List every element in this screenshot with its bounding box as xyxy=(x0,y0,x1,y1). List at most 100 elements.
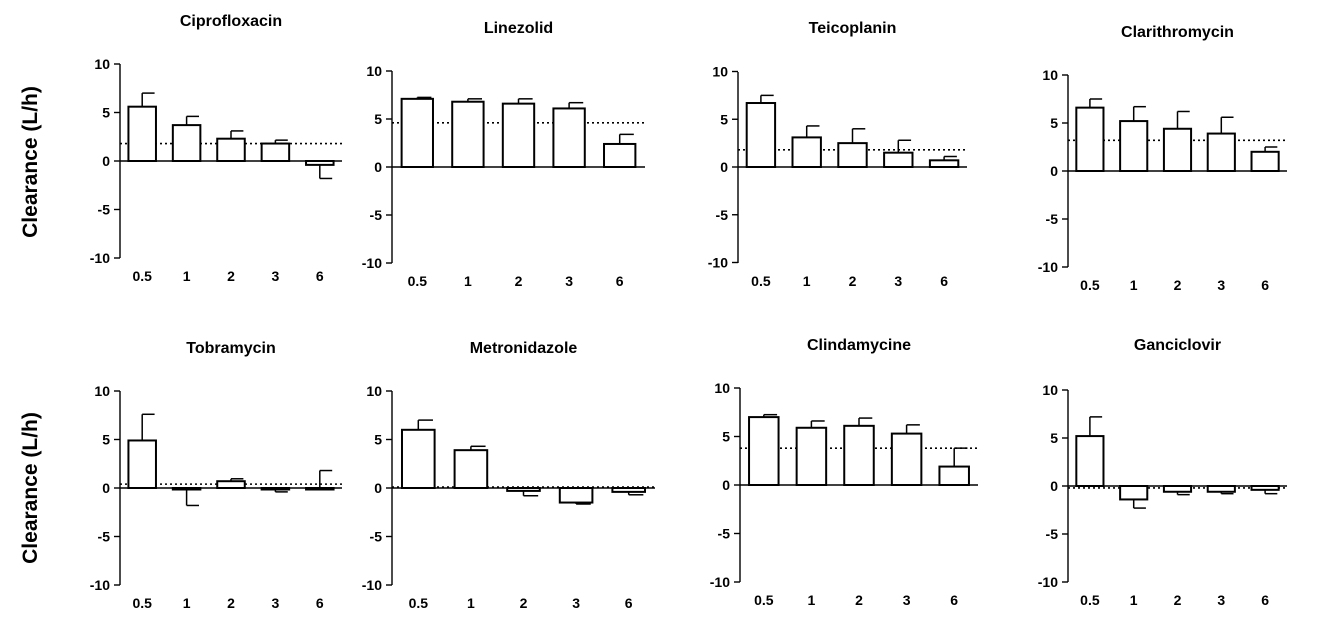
y-tick-label: 0 xyxy=(374,159,382,175)
bar xyxy=(260,142,291,162)
x-tick-label: 2 xyxy=(1174,592,1182,608)
x-tick-label: 1 xyxy=(183,595,191,611)
bar xyxy=(501,102,536,168)
x-tick-label: 6 xyxy=(316,268,324,284)
x-tick-label: 1 xyxy=(464,273,472,289)
bar xyxy=(400,428,436,489)
y-tick-label: 5 xyxy=(1050,115,1058,131)
bar xyxy=(451,100,485,168)
x-tick-label: 3 xyxy=(1217,592,1225,608)
x-tick-label: 6 xyxy=(625,595,633,611)
panel-title: Linezolid xyxy=(484,20,553,37)
x-tick-label: 6 xyxy=(950,592,958,608)
x-tick-label: 6 xyxy=(316,595,324,611)
bar xyxy=(890,432,923,486)
y-tick-label: -10 xyxy=(362,255,382,271)
x-tick-label: 0.5 xyxy=(132,268,152,284)
bar xyxy=(1119,485,1149,501)
bar xyxy=(1250,150,1280,173)
bar xyxy=(748,416,780,487)
bar xyxy=(1075,106,1105,172)
panel-title: Clindamycine xyxy=(807,337,911,354)
x-tick-label: 0.5 xyxy=(408,273,428,289)
x-tick-label: 3 xyxy=(572,595,580,611)
chart-panel-1: Ciprofloxacin 10 5 0 -5 -10 0.5 1 2 3 6 xyxy=(90,13,342,284)
y-tick-label: 10 xyxy=(366,383,382,399)
bar xyxy=(305,160,335,166)
x-tick-label: 6 xyxy=(940,273,948,289)
x-tick-label: 0.5 xyxy=(1080,277,1100,293)
panel-title: Teicoplanin xyxy=(809,20,897,37)
y-tick-label: -5 xyxy=(718,526,731,542)
x-tick-label: 0.5 xyxy=(751,273,771,289)
x-tick-label: 1 xyxy=(467,595,475,611)
y-tick-label: -10 xyxy=(90,250,110,266)
y-tick-label: -10 xyxy=(90,577,110,593)
y-tick-label: 5 xyxy=(1050,430,1058,446)
y-tick-label: 5 xyxy=(722,429,730,445)
x-tick-label: 6 xyxy=(1261,277,1269,293)
bar xyxy=(1119,120,1149,172)
y-tick-label: 0 xyxy=(1050,163,1058,179)
bar xyxy=(837,142,868,168)
chart-panel-5: Tobramycin 10 5 0 -5 -10 0.5 1 2 3 6 xyxy=(90,340,342,611)
x-tick-label: 2 xyxy=(227,268,235,284)
y-tick-label: 0 xyxy=(102,153,110,169)
panel-title: Ciprofloxacin xyxy=(180,13,282,30)
y-tick-label: 0 xyxy=(722,477,730,493)
y-tick-label: -5 xyxy=(716,207,729,223)
chart-panel-3: Teicoplanin 10 5 0 -5 -10 0.5 1 2 3 6 xyxy=(708,20,967,289)
chart-panel-8: Ganciclovir 10 5 0 -5 -10 0.5 1 2 3 6 xyxy=(1038,337,1287,608)
y-tick-label: -5 xyxy=(98,529,111,545)
y-tick-label: -10 xyxy=(710,574,730,590)
bar xyxy=(795,426,828,486)
y-tick-label: 0 xyxy=(374,480,382,496)
bar xyxy=(843,424,875,486)
x-tick-label: 3 xyxy=(903,592,911,608)
x-tick-label: 2 xyxy=(227,595,235,611)
y-tick-label: 5 xyxy=(720,111,728,127)
y-tick-label: -5 xyxy=(1046,526,1059,542)
bar xyxy=(558,487,594,504)
y-tick-label: -5 xyxy=(98,202,111,218)
y-tick-label: 5 xyxy=(102,105,110,121)
x-tick-label: 2 xyxy=(855,592,863,608)
bar xyxy=(171,124,202,162)
bar xyxy=(1075,435,1105,487)
bar xyxy=(1206,485,1236,493)
bar xyxy=(216,137,246,163)
bar xyxy=(400,97,434,168)
bar xyxy=(506,487,541,492)
y-tick-label: 5 xyxy=(374,111,382,127)
bar xyxy=(305,487,335,491)
bar xyxy=(1162,127,1193,172)
y-tick-label: -5 xyxy=(1046,211,1059,227)
y-tick-label: 10 xyxy=(366,63,382,79)
bar xyxy=(127,439,157,489)
x-tick-label: 0.5 xyxy=(1080,592,1100,608)
x-tick-label: 0.5 xyxy=(409,595,429,611)
y-tick-label: -10 xyxy=(1038,259,1058,275)
bar xyxy=(791,136,822,169)
x-tick-label: 1 xyxy=(183,268,191,284)
y-tick-label: 10 xyxy=(714,380,730,396)
y-tick-label: 10 xyxy=(1042,382,1058,398)
x-tick-label: 3 xyxy=(272,268,280,284)
panel-title: Tobramycin xyxy=(186,340,276,357)
bar xyxy=(127,105,157,162)
y-tick-label: 0 xyxy=(720,159,728,175)
x-tick-label: 1 xyxy=(1130,277,1138,293)
bar xyxy=(453,449,489,490)
chart-panel-6: Metronidazole 10 5 0 -5 -10 0.5 1 2 3 6 xyxy=(362,340,655,611)
panel-title: Clarithromycin xyxy=(1121,24,1234,41)
y-tick-label: 5 xyxy=(102,432,110,448)
x-tick-label: 1 xyxy=(808,592,816,608)
y-tick-label: -10 xyxy=(362,577,382,593)
x-tick-label: 3 xyxy=(272,595,280,611)
x-tick-label: 1 xyxy=(803,273,811,289)
bar xyxy=(552,107,586,169)
x-tick-label: 1 xyxy=(1130,592,1138,608)
x-tick-label: 2 xyxy=(515,273,523,289)
chart-panel-4: Clarithromycin 10 5 0 -5 -10 0.5 1 2 3 6 xyxy=(1038,24,1287,293)
x-tick-label: 0.5 xyxy=(754,592,774,608)
